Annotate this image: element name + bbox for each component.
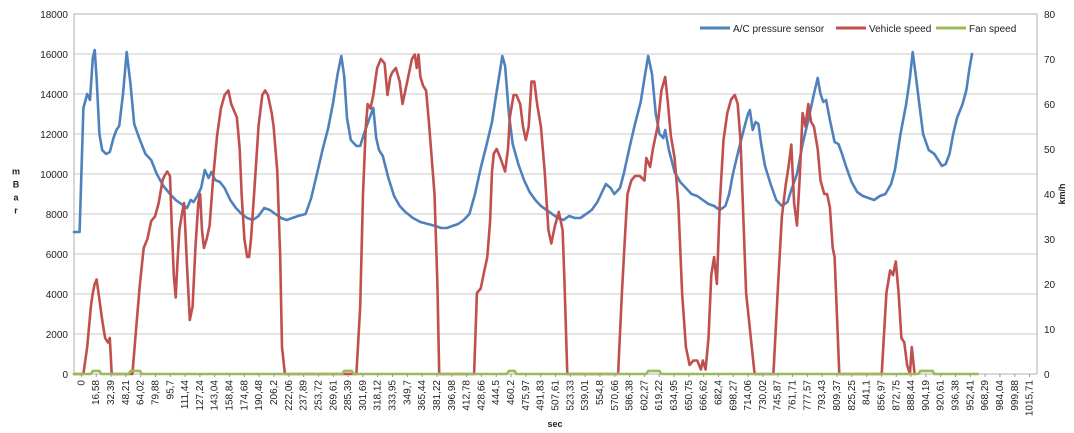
x-tick-label: 825,25 xyxy=(847,380,858,411)
legend-label-vehicle-speed: Vehicle speed xyxy=(869,24,931,35)
x-tick-label: 904,19 xyxy=(921,380,932,411)
x-tick-label: 206,2 xyxy=(269,380,280,405)
x-tick-label: 920,61 xyxy=(936,380,947,411)
legend-label-fan-speed: Fan speed xyxy=(969,24,1016,35)
x-tick-label: 143,04 xyxy=(210,380,221,411)
x-tick-label: 936,38 xyxy=(951,380,962,411)
x-axis-title: sec xyxy=(547,419,562,429)
x-tick-label: 777,57 xyxy=(802,380,813,411)
y-right-tick-label: 10 xyxy=(1044,325,1056,336)
x-tick-label: 507,61 xyxy=(551,380,562,411)
y-right-tick-label: 50 xyxy=(1044,145,1056,156)
x-tick-label: 237,89 xyxy=(299,380,310,411)
x-tick-label: 856,97 xyxy=(876,380,887,411)
x-tick-label: 730,02 xyxy=(758,380,769,411)
x-tick-label: 64,02 xyxy=(136,380,147,405)
y-right-tick-label: 60 xyxy=(1044,100,1056,111)
y-right-tick-label: 70 xyxy=(1044,55,1056,66)
x-tick-label: 0 xyxy=(76,380,87,386)
x-tick-label: 888,44 xyxy=(906,380,917,411)
x-tick-label: 349,7 xyxy=(402,380,413,405)
x-tick-label: 16,58 xyxy=(91,380,102,405)
x-tick-label: 95,7 xyxy=(165,380,176,400)
x-tick-label: 650,75 xyxy=(684,380,695,411)
x-tick-label: 761,71 xyxy=(788,380,799,411)
x-tick-label: 602,27 xyxy=(639,380,650,411)
x-tick-label: 841,1 xyxy=(862,380,873,405)
y-right-tick-label: 40 xyxy=(1044,190,1056,201)
x-tick-label: 539,01 xyxy=(580,380,591,411)
x-tick-label: 968,29 xyxy=(980,380,991,411)
x-tick-label: 619,22 xyxy=(654,380,665,411)
y-left-tick-label: 18000 xyxy=(40,10,68,21)
x-tick-label: 190,48 xyxy=(254,380,265,411)
y-right-tick-label: 20 xyxy=(1044,280,1056,291)
x-tick-label: 491,83 xyxy=(536,380,547,411)
y-left-tick-label: 0 xyxy=(62,370,68,381)
x-tick-label: 222,06 xyxy=(284,380,295,411)
y-right-tick-label: 80 xyxy=(1044,10,1056,21)
y-left-tick-label: 10000 xyxy=(40,170,68,181)
x-tick-label: 333,95 xyxy=(388,380,399,411)
x-tick-label: 523,33 xyxy=(565,380,576,411)
x-tick-label: 793,43 xyxy=(817,380,828,411)
x-tick-label: 32,39 xyxy=(106,380,117,405)
legend-label-ac-pressure: A/C pressure sensor xyxy=(733,24,825,35)
y-left-tick-label: 8000 xyxy=(46,210,69,221)
y-left-tick-label: 16000 xyxy=(40,50,68,61)
gridlines xyxy=(74,53,1037,335)
x-tick-label: 79,88 xyxy=(150,380,161,405)
series-lines xyxy=(72,48,979,376)
series-line-ac-pressure xyxy=(72,48,974,234)
x-tick-label: 1015,71 xyxy=(1025,380,1036,417)
x-tick-label: 111,44 xyxy=(180,380,191,410)
x-tick-label: 475,97 xyxy=(521,380,532,411)
x-tick-label: 999,88 xyxy=(1010,380,1021,411)
x-tick-label: 365,44 xyxy=(417,380,428,411)
x-tick-label: 444,5 xyxy=(491,380,502,405)
y-left-tick-label: 4000 xyxy=(46,290,69,301)
x-tick-label: 412,78 xyxy=(462,380,473,411)
x-tick-label: 698,27 xyxy=(728,380,739,411)
x-tick-label: 570,66 xyxy=(610,380,621,411)
x-tick-label: 586,38 xyxy=(625,380,636,411)
y-right-tick-label: 0 xyxy=(1044,370,1050,381)
y-right-tick-label: 30 xyxy=(1044,235,1056,246)
series-line-fan-speed xyxy=(72,369,979,376)
y-left-tick-label: 2000 xyxy=(46,330,69,341)
tick-labels: 0200040006000800010000120001400016000180… xyxy=(40,10,1055,416)
x-tick-label: 253,72 xyxy=(313,380,324,411)
x-tick-label: 381,22 xyxy=(432,380,443,411)
x-tick-label: 285,39 xyxy=(343,380,354,411)
x-tick-label: 666,62 xyxy=(699,380,710,411)
x-tick-label: 396,98 xyxy=(447,380,458,411)
x-tick-label: 301,69 xyxy=(358,380,369,411)
x-tick-label: 952,41 xyxy=(965,380,976,411)
x-tick-label: 460,2 xyxy=(506,380,517,405)
x-tick-label: 872,75 xyxy=(891,380,902,411)
x-tick-label: 318,12 xyxy=(373,380,384,411)
x-tick-label: 809,37 xyxy=(832,380,843,411)
x-tick-label: 428,66 xyxy=(476,380,487,411)
legend: A/C pressure sensor Vehicle speed Fan sp… xyxy=(700,24,1016,35)
x-tick-label: 158,84 xyxy=(225,380,236,411)
y-left-tick-label: 14000 xyxy=(40,90,68,101)
y-left-tick-label: 6000 xyxy=(46,250,69,261)
y-axis-right-title: km/h xyxy=(1057,183,1067,204)
x-tick-label: 554,8 xyxy=(595,380,606,405)
x-tick-label: 127,24 xyxy=(195,380,206,411)
x-tick-label: 48,21 xyxy=(121,380,132,405)
x-tick-label: 682,4 xyxy=(713,380,724,405)
x-tick-label: 174,68 xyxy=(239,380,250,411)
x-tick-label: 634,95 xyxy=(669,380,680,411)
x-tick-label: 745,87 xyxy=(773,380,784,411)
y-left-tick-label: 12000 xyxy=(40,130,68,141)
x-tick-label: 714,06 xyxy=(743,380,754,411)
x-tick-label: 269,61 xyxy=(328,380,339,411)
x-tick-label: 984,04 xyxy=(995,380,1006,411)
